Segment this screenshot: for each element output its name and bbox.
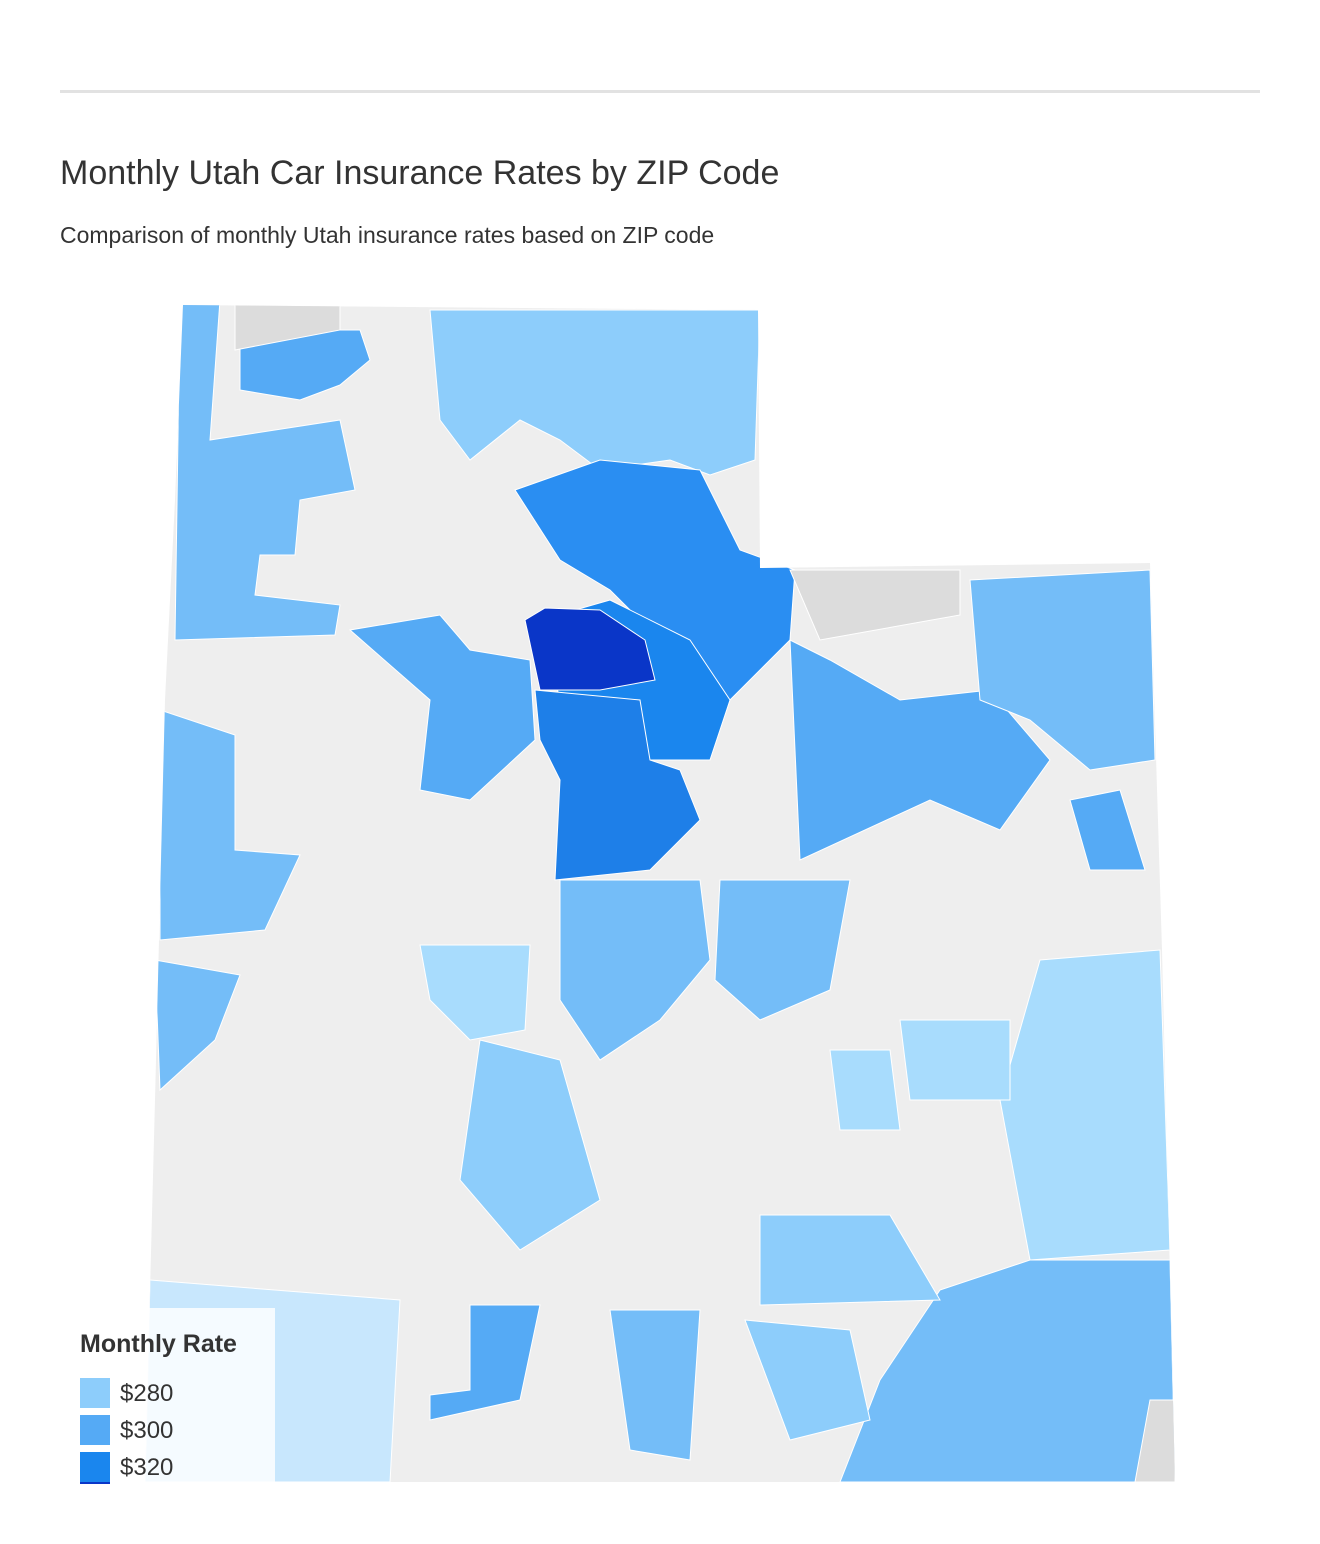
legend-swatch <box>80 1378 110 1408</box>
legend-swatch <box>80 1452 110 1482</box>
title: Monthly Utah Car Insurance Rates by ZIP … <box>60 154 780 192</box>
legend-swatch <box>80 1415 110 1445</box>
legend-title: Monthly Rate <box>80 1330 237 1358</box>
divider <box>60 90 1260 93</box>
zip-regions <box>145 305 1175 1482</box>
legend-label: $280 <box>120 1380 174 1407</box>
legend: Monthly Rate $280 $300 $320 <box>65 1308 275 1484</box>
subtitle: Comparison of monthly Utah insurance rat… <box>60 222 715 248</box>
legend-label: $300 <box>120 1417 174 1444</box>
legend-label: $320 <box>120 1454 174 1481</box>
